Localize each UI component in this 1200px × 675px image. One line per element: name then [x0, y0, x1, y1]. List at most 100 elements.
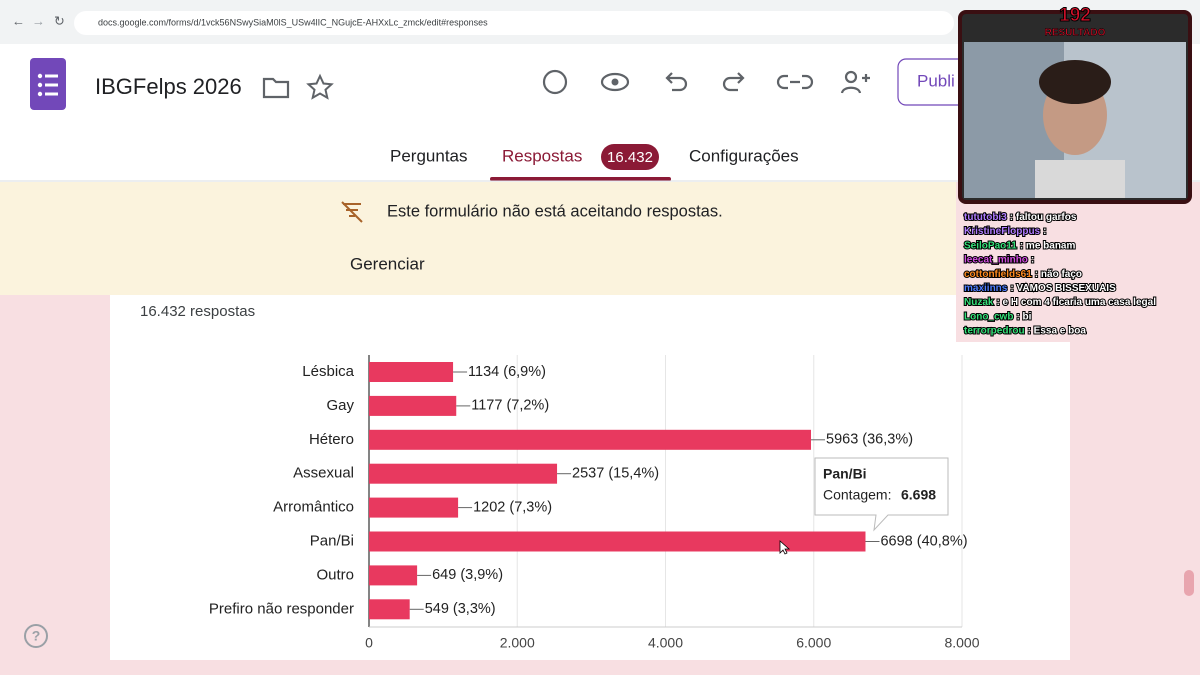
tooltip: Pan/Bi Contagem: 6.698	[814, 457, 949, 532]
category-label: Gay	[326, 397, 354, 414]
chat-user: Lono_cwb	[964, 311, 1013, 322]
bar	[369, 362, 454, 382]
chat-background	[956, 182, 1200, 342]
chat-message: : e H com 4 ficaria uma casa legal	[996, 297, 1156, 308]
category-label: Outro	[316, 566, 354, 583]
bar	[369, 463, 558, 484]
scrollbar-thumb[interactable]	[1184, 570, 1194, 596]
bar	[369, 497, 459, 518]
manage-button[interactable]: Gerenciar	[350, 254, 425, 273]
address-field[interactable]	[74, 11, 954, 35]
tooltip-value: 6.698	[901, 487, 936, 503]
chat-user: tututobi3	[964, 212, 1007, 223]
form-title[interactable]: IBGFelps 2026	[95, 74, 242, 99]
chat-user: leecat_minho	[964, 254, 1028, 265]
bar-chart: 0 2.000 4.000 6.000 8.000 Lésbica 1134 (6,9%) G…	[209, 355, 980, 651]
chat-user: KristineFloppus	[964, 226, 1041, 237]
chat-line: leecat_minho:	[964, 254, 1034, 265]
redo-icon[interactable]	[722, 72, 745, 92]
chat-line: Nuzak: e H com 4 ficaria uma casa legal	[964, 297, 1156, 308]
stream-counter-label: RESULTADO	[1045, 28, 1106, 39]
chat-user: Nuzak	[964, 297, 994, 308]
url: docs.google.com/forms/d/1vck56NSwySiaM0l…	[98, 17, 488, 27]
chat: tututobi3: faltou garfos KristineFloppus:…	[963, 211, 1157, 338]
responses-badge-count: 16.432	[607, 149, 653, 166]
category-label: Lésbica	[302, 363, 354, 380]
bar	[369, 429, 812, 450]
palette-icon[interactable]	[542, 69, 568, 95]
value-label: 1177 (7,2%)	[471, 398, 549, 414]
chat-message: : não faço	[1035, 268, 1082, 279]
reload-button[interactable]: ↻	[54, 13, 65, 28]
value-label: 6698 (40,8%)	[880, 533, 967, 549]
value-label: 2537 (15,4%)	[572, 466, 659, 482]
webcam-hair	[1039, 60, 1111, 104]
chat-line: maxiinns: VAMOS BISSEXUAIS	[964, 283, 1116, 294]
chat-line: cottonfields61: não faço	[964, 268, 1082, 279]
tab-questions[interactable]: Perguntas	[390, 146, 468, 165]
x-tick-label: 8.000	[944, 635, 979, 651]
publish-label: Publi	[917, 71, 955, 90]
add-person-icon-body	[840, 74, 870, 94]
category-label: Hétero	[309, 431, 354, 448]
star-icon[interactable]	[306, 73, 334, 100]
active-tab-indicator	[490, 177, 671, 181]
x-tick-label: 0	[365, 635, 373, 651]
back-button[interactable]: ←	[12, 13, 25, 28]
tab-responses[interactable]: Respostas	[502, 146, 582, 165]
bar	[369, 599, 410, 620]
bar	[369, 395, 457, 416]
bar	[369, 531, 866, 552]
chat-line: terrorpedrou: Essa e boa	[964, 325, 1086, 336]
help-button[interactable]	[24, 624, 48, 648]
value-label: 549 (3,3%)	[425, 601, 496, 617]
value-label: 1202 (7,3%)	[473, 499, 552, 515]
chat-message: : Essa e boa	[1028, 325, 1087, 336]
preview-icon[interactable]	[600, 72, 630, 92]
chat-line: KristineFloppus:	[964, 226, 1046, 237]
preview-icon-pupil	[611, 78, 619, 86]
cursor	[779, 540, 791, 555]
notice-icon	[341, 201, 363, 223]
chat-user: cottonfields61	[964, 268, 1032, 279]
chat-line: Lono_cwb: bi	[964, 311, 1032, 322]
x-tick-label: 4.000	[648, 635, 683, 651]
chat-user: maxiinns	[964, 283, 1008, 294]
chat-message: : VAMOS BISSEXUAIS	[1010, 283, 1116, 294]
help-icon: ?	[32, 628, 41, 644]
stream-counter: 192	[1059, 5, 1091, 26]
chat-line: SeiloPao11: me banam	[964, 240, 1075, 251]
x-tick-label: 2.000	[500, 635, 535, 651]
tooltip-label: Contagem:	[823, 487, 891, 503]
forward-button[interactable]: →	[32, 13, 45, 28]
category-label: Pan/Bi	[310, 532, 354, 549]
value-label: 5963 (36,3%)	[826, 432, 913, 448]
forms-logo-lines	[37, 73, 58, 97]
tooltip-box	[814, 457, 949, 532]
link-icon[interactable]	[776, 74, 814, 90]
category-label: Assexual	[293, 465, 354, 482]
category-label: Arromântico	[273, 499, 354, 516]
chat-line: tututobi3: faltou garfos	[964, 212, 1077, 223]
chat-message: :	[1043, 226, 1046, 237]
chat-message: :	[1031, 254, 1034, 265]
tooltip-title: Pan/Bi	[823, 466, 867, 482]
add-person-icon[interactable]	[844, 70, 858, 84]
chat-user: SeiloPao11	[964, 240, 1017, 251]
bar	[369, 565, 418, 586]
chat-user: terrorpedrou	[964, 325, 1025, 336]
value-label: 1134 (6,9%)	[468, 364, 546, 380]
webcam-shirt	[1035, 160, 1125, 198]
undo-icon[interactable]	[665, 72, 688, 92]
chat-message: : me banam	[1020, 240, 1076, 251]
tab-settings[interactable]: Configurações	[689, 146, 799, 165]
folder-icon[interactable]	[262, 77, 290, 99]
x-tick-label: 6.000	[796, 635, 831, 651]
category-label: Prefiro não responder	[209, 600, 354, 617]
response-count: 16.432 respostas	[140, 303, 255, 320]
chat-message: : faltou garfos	[1010, 212, 1077, 223]
notice-text: Este formulário não está aceitando respo…	[387, 202, 723, 220]
chat-message: : bi	[1016, 311, 1031, 322]
